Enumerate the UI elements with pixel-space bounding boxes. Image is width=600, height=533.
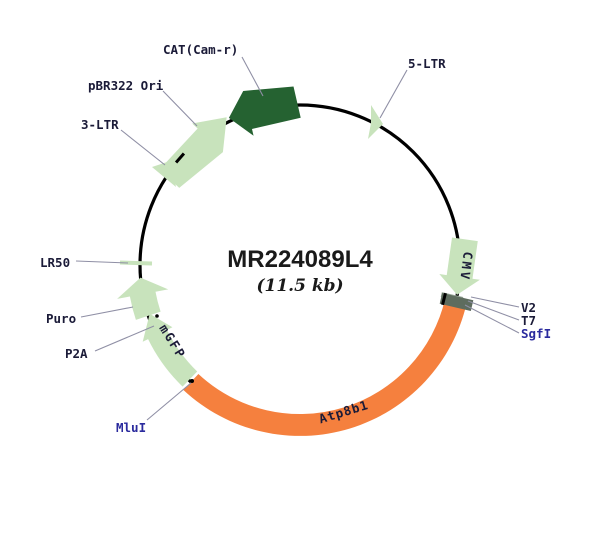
feature-arc-puro xyxy=(117,277,169,320)
feature-arrow-cmv xyxy=(439,237,480,295)
label-p2a: P2A xyxy=(65,346,88,361)
label-lr50: LR50 xyxy=(40,255,70,270)
callout-line-v2 xyxy=(470,296,520,308)
center-title-group: MR224089L4 (11.5 kb) xyxy=(227,246,373,296)
label-sgfi: SgfI xyxy=(521,326,551,341)
label-pbr322: pBR322 Ori xyxy=(88,78,164,93)
feature-arrow-cat xyxy=(228,86,301,136)
feature-arc-atp8b1 xyxy=(183,298,467,436)
feature-chevron-3ltr xyxy=(152,156,185,187)
feature-chevron-5ltr xyxy=(368,105,383,139)
callout-line-pbr322 xyxy=(162,90,198,127)
junction-tick-p2a xyxy=(155,314,159,318)
callout-line-puro xyxy=(80,306,134,318)
callout-line-lr50 xyxy=(75,260,129,264)
callout-line-mlui xyxy=(146,382,192,421)
label-cat: CAT(Cam-r) xyxy=(163,42,238,57)
junction-tick-mlui xyxy=(190,379,194,383)
label-cmv: CMV xyxy=(457,251,476,283)
callout-line-t7 xyxy=(467,300,520,321)
junction-tick-sgfi xyxy=(441,292,447,306)
feature-arrow-pbr322-ori xyxy=(159,117,227,188)
callout-line-cat xyxy=(241,56,264,97)
label-puro: Puro xyxy=(46,311,76,326)
plasmid-size: (11.5 kb) xyxy=(256,276,343,296)
callout-line-5ltr xyxy=(379,69,408,119)
junction-tick-3ltr xyxy=(174,152,186,164)
callout-line-3ltr xyxy=(120,129,166,166)
label-5ltr: 5-LTR xyxy=(408,56,446,71)
feature-arc-mgfp xyxy=(142,313,198,387)
label-3ltr: 3-LTR xyxy=(81,117,119,132)
callout-line-sgfi xyxy=(464,304,520,334)
callout-line-p2a xyxy=(94,325,155,352)
plasmid-title: MR224089L4 xyxy=(227,246,373,273)
label-v2: V2 xyxy=(521,300,536,315)
tag-bar-v2-t7 xyxy=(439,293,474,311)
label-t7: T7 xyxy=(521,313,536,328)
label-mlui: MluI xyxy=(116,420,146,435)
